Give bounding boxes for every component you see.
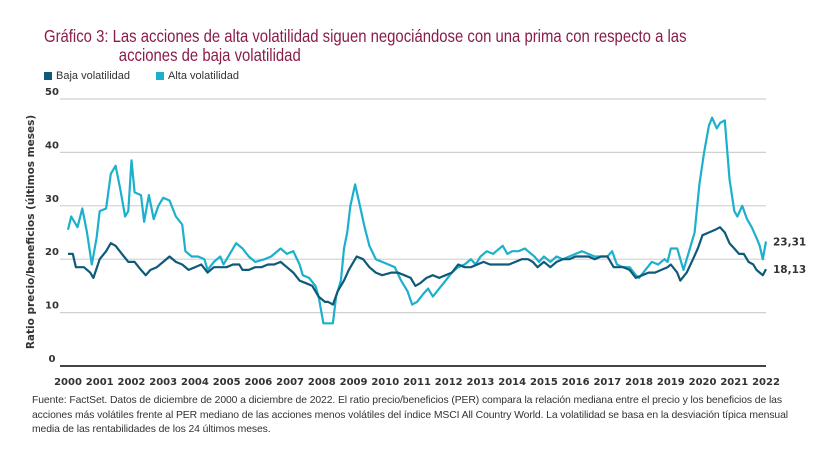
x-tick-label: 2007 — [276, 377, 304, 388]
legend-swatch-low — [44, 72, 52, 80]
chart-title-line1: Gráfico 3: Las acciones de alta volatili… — [44, 26, 687, 46]
end-value-label: 18,13 — [773, 264, 806, 276]
series-line-alta-volatilidad — [66, 116, 768, 325]
x-tick-label: 2022 — [752, 377, 780, 388]
x-tick-label: 2002 — [118, 377, 146, 388]
legend-label-high: Alta volatilidad — [168, 70, 239, 82]
footnote: Fuente: FactSet. Datos de diciembre de 2… — [32, 395, 788, 435]
y-tick-label: 30 — [45, 194, 59, 205]
series-line-baja-volatilidad — [68, 226, 767, 306]
y-tick-label: 0 — [49, 354, 56, 365]
legend-item-low: Baja volatilidad — [44, 70, 130, 82]
x-tick-label: 2015 — [530, 377, 558, 388]
y-tick-label: 40 — [45, 140, 59, 151]
y-axis-label: Ratio precio/beneficios (últimos meses) — [25, 115, 37, 349]
x-tick-label: 2010 — [371, 377, 399, 388]
x-tick-label: 2018 — [625, 377, 653, 388]
x-tick-label: 2020 — [689, 377, 717, 388]
x-tick-label: 2000 — [54, 377, 82, 388]
x-tick-label: 2019 — [657, 377, 685, 388]
x-tick-label: 2001 — [86, 377, 114, 388]
x-tick-label: 2009 — [340, 377, 368, 388]
y-tick-label: 50 — [45, 87, 59, 98]
x-tick-label: 2014 — [498, 377, 526, 388]
y-tick-label: 10 — [45, 301, 59, 312]
end-value-label: 23,31 — [773, 237, 806, 249]
x-tick-label: 2021 — [720, 377, 748, 388]
legend-swatch-high — [156, 72, 164, 80]
y-tick-label: 20 — [45, 247, 59, 258]
x-tick-label: 2012 — [435, 377, 463, 388]
chart-title-line2: acciones de baja volatilidad — [118, 45, 301, 65]
legend-label-low: Baja volatilidad — [56, 70, 130, 82]
chart-title: Gráfico 3: Las acciones de alta volatili… — [44, 27, 804, 65]
chart-legend: Baja volatilidad Alta volatilidad — [44, 70, 239, 82]
x-tick-label: 2013 — [467, 377, 495, 388]
x-tick-label: 2016 — [562, 377, 590, 388]
x-tick-label: 2017 — [593, 377, 621, 388]
x-tick-label: 2006 — [244, 377, 272, 388]
legend-item-high: Alta volatilidad — [156, 70, 239, 82]
x-tick-label: 2005 — [213, 377, 241, 388]
x-tick-label: 2008 — [308, 377, 336, 388]
x-tick-label: 2003 — [149, 377, 177, 388]
x-tick-label: 2004 — [181, 377, 209, 388]
x-tick-label: 2011 — [403, 377, 431, 388]
